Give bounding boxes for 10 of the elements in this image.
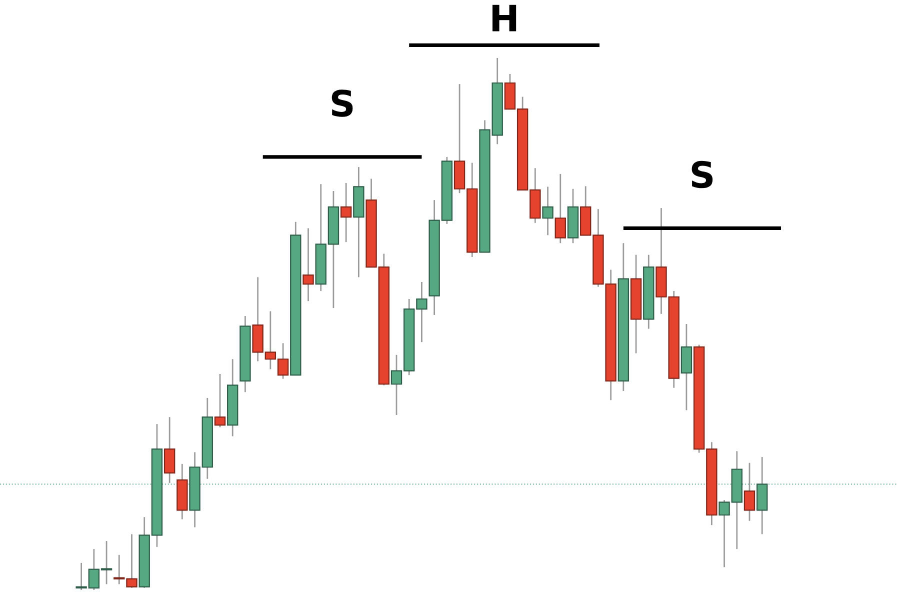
candlestick: [744, 462, 756, 522]
ref-line-label: S: [692, 160, 713, 188]
ref-line-label: S: [332, 90, 353, 117]
candlestick: [302, 228, 314, 302]
candlestick: [542, 186, 554, 236]
ref-line-label: H: [492, 4, 516, 32]
candlestick: [340, 182, 352, 243]
candlestick: [554, 173, 566, 244]
candlestick: [164, 416, 176, 484]
candlestick: [214, 373, 226, 428]
